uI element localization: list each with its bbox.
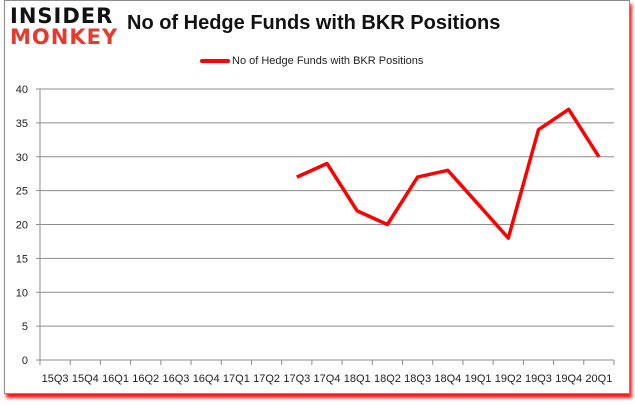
x-tick-label: 19Q3 [525, 373, 552, 385]
x-tick-label: 20Q1 [585, 373, 612, 385]
x-tick-label: 18Q4 [434, 373, 461, 385]
y-tick-label: 0 [22, 355, 28, 367]
y-tick-label: 30 [16, 152, 28, 164]
legend-label: No of Hedge Funds with BKR Positions [232, 55, 424, 67]
y-tick-label: 20 [16, 220, 28, 232]
x-tick-label: 18Q2 [374, 373, 401, 385]
x-tick-label: 17Q3 [283, 373, 310, 385]
y-tick-label: 35 [16, 118, 28, 130]
x-tick-label: 19Q2 [495, 373, 522, 385]
x-tick-label: 15Q3 [42, 373, 69, 385]
x-tick-label: 16Q3 [162, 373, 189, 385]
legend-line-swatch-icon [200, 59, 230, 63]
x-tick-label: 17Q2 [253, 373, 280, 385]
insider-monkey-logo: INSIDER MONKEY [10, 6, 118, 48]
logo-line-2: MONKEY [10, 25, 119, 49]
chart-legend: No of Hedge Funds with BKR Positions [200, 55, 423, 67]
y-tick-label: 10 [16, 287, 28, 299]
y-tick-label: 5 [22, 321, 28, 333]
x-tick-label: 16Q1 [102, 373, 129, 385]
x-tick-label: 17Q4 [314, 373, 341, 385]
x-tick-label: 16Q2 [132, 373, 159, 385]
data-series-line [296, 107, 601, 240]
x-tick-label: 16Q4 [193, 373, 220, 385]
y-tick-label: 15 [16, 253, 28, 265]
x-tick-label: 18Q3 [404, 373, 431, 385]
chart-frame [4, 0, 630, 394]
x-tick-label: 17Q1 [223, 373, 250, 385]
x-tick-label: 19Q4 [555, 373, 582, 385]
x-tick-label: 15Q4 [72, 373, 99, 385]
y-tick-label: 25 [16, 186, 28, 198]
x-tick-label: 19Q1 [465, 373, 492, 385]
chart-title: No of Hedge Funds with BKR Positions [127, 12, 501, 34]
x-tick-label: 18Q1 [344, 373, 371, 385]
logo-line-1: INSIDER [10, 4, 114, 28]
y-tick-label: 40 [16, 84, 28, 96]
